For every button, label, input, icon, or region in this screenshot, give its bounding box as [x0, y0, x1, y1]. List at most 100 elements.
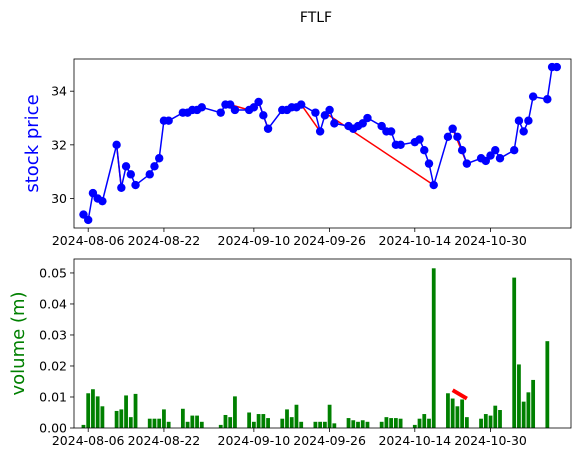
volume-trend-layer: [451, 388, 468, 401]
x-tick-label: 2024-09-26: [293, 433, 366, 448]
volume-bar: [526, 392, 531, 428]
price-trend-line: [300, 104, 321, 132]
volume-bar: [327, 404, 332, 428]
volume-bar: [488, 415, 493, 428]
volume-bar: [464, 417, 469, 428]
x-tick-label: 2024-09-10: [218, 433, 291, 448]
price-point: [263, 124, 273, 133]
price-point: [528, 92, 538, 101]
figure-title: FTLF: [300, 10, 332, 26]
price-line: [82, 66, 557, 222]
volume-bar: [379, 421, 384, 428]
volume-bar: [389, 418, 394, 428]
price-point: [131, 180, 140, 190]
volume-bar: [294, 404, 299, 428]
volume-panel: 2024-08-06 2024-08-22 2024-09-10 2024-09-26…: [8, 258, 572, 448]
volume-bar: [479, 418, 483, 428]
volume-bar: [233, 396, 237, 428]
price-point: [112, 140, 121, 150]
volume-bar: [318, 421, 323, 428]
volume-bar: [365, 421, 370, 428]
volume-bar: [256, 414, 261, 428]
price-point: [543, 95, 552, 104]
volume-bar: [498, 410, 502, 428]
volume-bar: [289, 417, 294, 428]
y-tick-label: 0.00: [39, 421, 67, 436]
price-point: [150, 162, 159, 171]
volume-bar: [223, 414, 228, 428]
x-tick-label: 2024-08-06: [52, 433, 125, 448]
volume-bar: [266, 418, 270, 428]
price-y-axis-label: stock price: [22, 94, 43, 192]
volume-bar: [261, 414, 266, 428]
volume-bar: [152, 418, 157, 428]
price-point: [514, 116, 524, 125]
x-tick-label: 2024-10-14: [378, 233, 451, 248]
price-point: [297, 100, 306, 109]
volume-bar: [398, 418, 403, 428]
y-tick-label: 32: [51, 137, 67, 152]
volume-bar: [228, 417, 233, 428]
price-point: [155, 154, 164, 163]
volume-bar: [427, 418, 431, 428]
price-x-axis: 2024-08-06 2024-08-22 2024-09-10 2024-09-26…: [52, 228, 527, 248]
price-point: [491, 146, 500, 155]
y-tick-label: 0.01: [39, 389, 67, 404]
price-point: [121, 162, 131, 171]
y-tick-label: 0.05: [39, 265, 67, 280]
volume-bar: [422, 414, 427, 428]
price-point: [216, 108, 225, 117]
price-point: [429, 180, 438, 190]
volume-bar: [299, 421, 304, 428]
volume-bar: [195, 415, 199, 428]
x-tick-label: 2024-08-06: [52, 233, 125, 248]
volume-bar: [86, 393, 91, 428]
volume-bar: [251, 421, 256, 428]
price-point: [98, 196, 107, 206]
volume-bar: [162, 409, 166, 428]
volume-bar: [313, 421, 318, 428]
volume-x-axis: 2024-08-06 2024-08-22 2024-09-10 2024-09-26…: [52, 428, 527, 448]
volume-bar: [493, 405, 498, 428]
price-y-axis: 30 32 34: [51, 84, 74, 206]
volume-bar: [114, 410, 119, 428]
volume-bar: [190, 415, 195, 428]
x-tick-label: 2024-09-26: [293, 233, 366, 248]
x-tick-label: 2024-08-22: [128, 433, 201, 448]
price-point: [197, 103, 206, 112]
volume-bar: [531, 379, 536, 428]
volume-bar: [81, 424, 86, 428]
price-point: [448, 124, 457, 133]
volume-bar: [384, 417, 389, 428]
volume-y-axis-label: volume (m): [8, 292, 29, 396]
volume-bar: [512, 277, 517, 428]
x-tick-label: 2024-09-10: [218, 233, 291, 248]
volume-y-axis: 0.00 0.01 0.02 0.03 0.04 0.05: [39, 265, 74, 436]
price-point: [164, 116, 173, 125]
price-point: [230, 105, 240, 115]
volume-bar: [521, 401, 526, 428]
volume-bar: [332, 423, 337, 428]
price-point: [415, 135, 424, 144]
volume-bar: [180, 408, 185, 428]
volume-bar-layer: [81, 268, 550, 428]
volume-bar: [455, 406, 460, 428]
volume-bar: [517, 364, 521, 428]
price-point: [519, 127, 528, 136]
volume-bar: [412, 424, 417, 428]
volume-bar: [247, 412, 252, 428]
volume-bar: [185, 421, 190, 428]
y-tick-label: 0.02: [39, 358, 67, 373]
volume-bar: [417, 418, 422, 428]
volume-bar: [124, 395, 128, 428]
volume-bar: [483, 414, 488, 428]
price-point: [315, 127, 325, 136]
y-tick-label: 34: [51, 84, 67, 99]
y-tick-label: 30: [51, 191, 67, 206]
volume-bar: [280, 418, 285, 428]
volume-bar: [446, 393, 450, 428]
x-tick-label: 2024-08-22: [128, 233, 201, 248]
price-point: [443, 132, 453, 141]
volume-bar: [100, 406, 105, 428]
volume-bar: [351, 420, 356, 428]
